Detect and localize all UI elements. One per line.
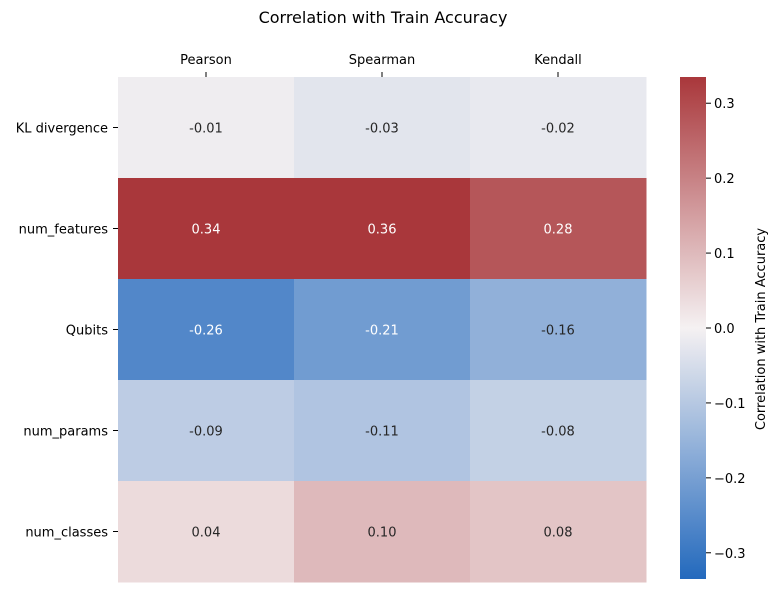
cell-annotation: 0.08 [544, 526, 573, 541]
colorbar-gradient [680, 77, 706, 579]
cell-annotation: -0.16 [541, 324, 575, 339]
row-tick-label: num_classes [25, 526, 108, 541]
row-tick-label: num_params [23, 425, 108, 440]
cell-annotation: 0.36 [368, 223, 397, 238]
colorbar-tick-label: 0.2 [714, 172, 735, 187]
cell-annotation: -0.01 [189, 122, 223, 137]
colorbar: 0.3 0.2 0.1 0.0 −0.1 −0.2 −0.3 [680, 77, 746, 579]
heatmap-cell [118, 178, 295, 280]
cell-annotation: -0.11 [365, 425, 399, 440]
cell-annotation: -0.21 [365, 324, 399, 339]
heatmap-cell [294, 279, 471, 381]
cell-annotation: -0.26 [189, 324, 223, 339]
cell-annotation: 0.28 [544, 223, 573, 238]
colorbar-tick-label: −0.2 [714, 472, 746, 487]
heatmap-cell [294, 77, 471, 179]
heatmap-cell [470, 178, 647, 280]
cell-annotation: -0.08 [541, 425, 575, 440]
heatmap-cell [118, 481, 295, 583]
row-tick-label: KL divergence [16, 122, 108, 137]
column-tick-labels: Pearson Spearman Kendall [180, 53, 582, 77]
row-tick-label: num_features [19, 223, 109, 238]
column-tick-label: Kendall [534, 53, 582, 68]
colorbar-tick-label: 0.1 [714, 247, 735, 262]
heatmap-cell [294, 380, 471, 482]
cell-annotation: -0.09 [189, 425, 223, 440]
cell-annotation: -0.03 [365, 122, 399, 137]
heatmap-cell [294, 178, 471, 280]
heatmap-cell [118, 279, 295, 381]
colorbar-tick-label: 0.0 [714, 322, 735, 337]
cell-annotation: 0.34 [192, 223, 221, 238]
cell-annotation: -0.02 [541, 122, 575, 137]
row-tick-labels: KL divergence num_features Qubits num_param… [16, 122, 118, 541]
heatmap-cells: -0.01 -0.03 -0.02 0.34 0.36 0.28 -0.26 -0.21 -0.… [118, 77, 647, 583]
colorbar-tick-label: −0.3 [714, 547, 746, 562]
colorbar-tick-label: −0.1 [714, 397, 746, 412]
heatmap-cell [470, 279, 647, 381]
heatmap-cell [470, 481, 647, 583]
colorbar-label: Correlation with Train Accuracy [754, 228, 769, 431]
column-tick-label: Pearson [180, 53, 232, 68]
heatmap-cell [294, 481, 471, 583]
heatmap-cell [118, 77, 295, 179]
colorbar-tick-label: 0.3 [714, 97, 735, 112]
chart-title: Correlation with Train Accuracy [259, 8, 508, 27]
heatmap-cell [470, 77, 647, 179]
cell-annotation: 0.10 [368, 526, 397, 541]
heatmap-cell [118, 380, 295, 482]
cell-annotation: 0.04 [192, 526, 221, 541]
row-tick-label: Qubits [66, 324, 108, 339]
column-tick-label: Spearman [349, 53, 415, 68]
heatmap-cell [470, 380, 647, 482]
